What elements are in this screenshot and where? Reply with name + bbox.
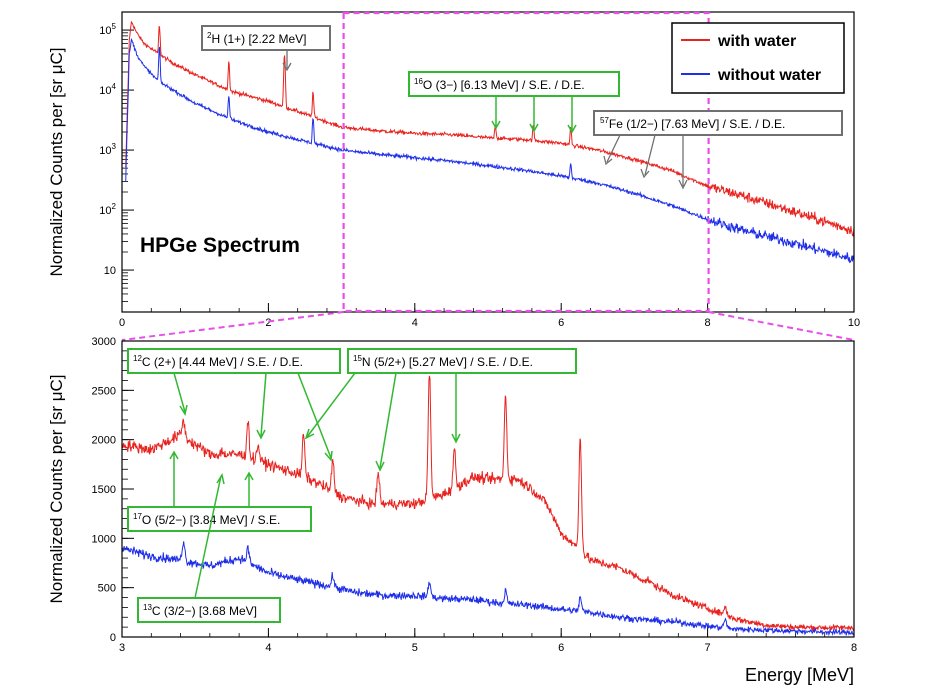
annotation-h2-box [201, 25, 331, 51]
bottom-y-tick-label-2: 1000 [92, 533, 116, 545]
annotation-n15-text: 15N (5/2+) [5.27 MeV] / S.E. / D.E. [353, 354, 533, 369]
annotation-c12-text: 12C (2+) [4.44 MeV] / S.E. / D.E. [133, 354, 303, 369]
annotation-c13-text: 13C (3/2−) [3.68 MeV] [143, 603, 257, 618]
bottom-x-tick-label-3: 6 [558, 642, 564, 654]
bottom-y-tick-label-5: 2500 [92, 385, 116, 397]
top-series-without-water [125, 37, 854, 264]
annotation-o16: 16O (3−) [6.13 MeV] / S.E. / D.E. [408, 71, 620, 134]
bottom-plot-area [122, 375, 854, 637]
annotation-c12-arrow-de [173, 372, 188, 416]
bottom-zoom-panel: 3 4 5 6 7 8 0 500 1000 1500 2000 2500 3000 Normalize… [47, 336, 857, 685]
annotation-c13: 13C (3/2−) [3.68 MeV] [137, 473, 281, 623]
top-x-tick-label-2: 4 [412, 317, 418, 329]
annotation-o17: 17O (5/2−) [3.84 MeV] / S.E. [127, 450, 312, 532]
annotation-o16-arrow-de [491, 96, 501, 130]
legend-label-with-water: with water [717, 33, 796, 50]
annotation-h2-arrowhead [282, 62, 292, 72]
legend-box [671, 22, 845, 94]
top-x-tick-label-4: 8 [705, 317, 711, 329]
annotation-o16-arrow-fe [567, 96, 577, 134]
top-x-tick-label-3: 6 [558, 317, 564, 329]
top-spectrum-panel: 0 2 4 6 8 10 10 102 103 104 105 HPGe Spectrum Norm… [47, 11, 860, 329]
annotation-c12-arrow-fe [297, 372, 333, 462]
annotation-n15-arrow-fe [451, 373, 461, 444]
annotation-o17-box [127, 506, 312, 532]
top-y-tick-label-2: 103 [99, 142, 116, 157]
top-series-with-water [125, 20, 854, 237]
zoom-region-box [342, 11, 710, 313]
bottom-y-axis-label: Normalized Counts per [sr μC] [47, 375, 66, 604]
bottom-y-tick-label-3: 1500 [92, 484, 116, 496]
annotation-o16-box [408, 71, 620, 97]
top-x-tick-label-5: 10 [848, 317, 860, 329]
annotation-fe57: 57Fe (1/2−) [7.63 MeV] / S.E. / D.E. [593, 110, 843, 190]
bottom-y-tick-label-1: 500 [98, 583, 116, 595]
bottom-x-tick-label-2: 5 [412, 642, 418, 654]
bottom-y-tick-label-6: 3000 [92, 336, 116, 348]
zoom-connector-right [708, 311, 855, 341]
annotation-fe57-arrow-de [603, 134, 621, 166]
annotation-c12-box [127, 348, 341, 374]
spectrum-label: HPGe Spectrum [140, 234, 300, 257]
bottom-y-tick-label-4: 2000 [92, 435, 116, 447]
bottom-series-without-water [122, 541, 854, 637]
legend-label-without-water: without water [717, 67, 821, 84]
annotation-n15-box [347, 348, 577, 374]
annotation-fe57-box [593, 110, 843, 136]
bottom-y-tick-label-0: 0 [110, 632, 116, 644]
top-y-axis-label: Normalized Counts per [sr μC] [47, 48, 66, 277]
bottom-series-with-water [122, 375, 854, 632]
annotation-n15-arrow-de [304, 372, 356, 440]
annotation-fe57-arrow-se [640, 134, 656, 179]
annotation-o16-text: 16O (3−) [6.13 MeV] / S.E. / D.E. [414, 77, 585, 92]
top-axis-ticks: 0 2 4 6 8 10 10 102 103 104 105 [99, 11, 860, 329]
top-y-tick-label-3: 104 [99, 82, 116, 97]
annotation-c12-arrow-se [256, 372, 267, 440]
annotation-fe57-text: 57Fe (1/2−) [7.63 MeV] / S.E. / D.E. [600, 116, 785, 131]
top-y-tick-label-4: 105 [99, 22, 116, 37]
top-y-tick-label-1: 102 [99, 202, 116, 217]
zoom-connector-left [121, 311, 344, 341]
x-axis-label: Energy [MeV] [745, 665, 854, 685]
top-plot-area [125, 20, 854, 264]
annotation-o17-text: 17O (5/2−) [3.84 MeV] / S.E. [133, 512, 280, 527]
annotation-o16-arrow-se [529, 96, 539, 133]
top-x-tick-label-1: 2 [265, 317, 271, 329]
annotation-n15-arrow-se [375, 372, 397, 472]
bottom-x-tick-label-0: 3 [119, 642, 125, 654]
bottom-x-tick-label-1: 4 [265, 642, 271, 654]
annotation-fe57-arrow-fe [678, 135, 688, 190]
bottom-x-tick-label-5: 8 [851, 642, 857, 654]
top-y-tick-label-0: 10 [104, 265, 116, 277]
annotation-c12: 12C (2+) [4.44 MeV] / S.E. / D.E. [127, 348, 341, 462]
legend: with water without water [671, 22, 845, 94]
bottom-plot-frame [121, 340, 855, 638]
annotation-o17-arrow-se [169, 450, 179, 507]
annotation-o17-arrow-fe [244, 471, 254, 507]
annotation-h2-text: 2H (1+) [2.22 MeV] [207, 31, 307, 46]
annotation-c13-arrow [194, 473, 225, 599]
top-x-tick-label-0: 0 [119, 317, 125, 329]
bottom-x-tick-label-4: 7 [705, 642, 711, 654]
annotation-n15: 15N (5/2+) [5.27 MeV] / S.E. / D.E. [304, 348, 577, 472]
annotation-c13-box [137, 597, 281, 623]
annotation-h2: 2H (1+) [2.22 MeV] [201, 25, 331, 72]
